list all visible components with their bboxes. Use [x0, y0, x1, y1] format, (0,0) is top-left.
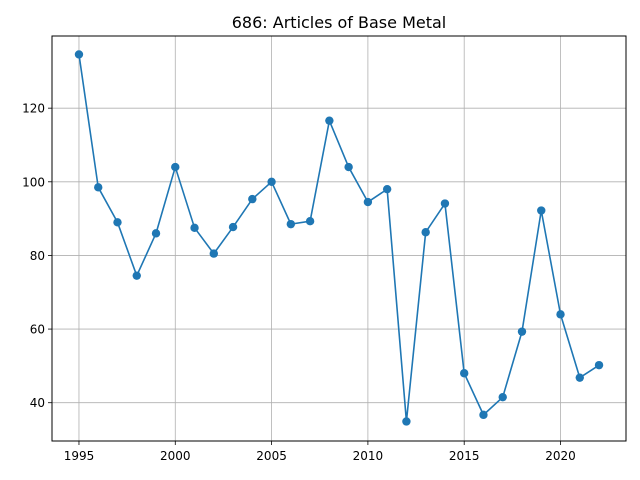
plot-frame: [51, 35, 627, 442]
data-point: [325, 116, 334, 125]
data-point: [382, 184, 392, 194]
data-point: [228, 222, 238, 232]
data-point: [594, 360, 604, 370]
data-point: [344, 162, 353, 172]
data-point: [267, 177, 276, 186]
grid-lines: [52, 36, 626, 441]
data-point: [363, 197, 373, 207]
axis-ticks: 1995 2000 2005 2010 2015 2020 40 60 80 100 120: [22, 102, 576, 463]
data-point: [151, 229, 161, 238]
data-point: [517, 327, 527, 336]
y-tick-label: 60: [30, 323, 45, 337]
data-point: [575, 373, 584, 382]
series-layer: [74, 50, 604, 426]
x-tick-label: 2000: [160, 449, 191, 463]
data-point: [305, 216, 315, 226]
data-point: [94, 183, 103, 192]
y-tick-label: 100: [22, 175, 45, 189]
x-tick-label: 2010: [353, 449, 384, 463]
y-tick-label: 120: [22, 102, 45, 116]
x-tick-label: 2005: [256, 449, 287, 463]
y-tick-label: 40: [30, 396, 45, 410]
data-point: [209, 249, 218, 258]
data-point: [537, 206, 546, 215]
data-point: [479, 410, 488, 420]
data-point: [421, 228, 430, 237]
data-point: [498, 392, 507, 402]
data-point: [286, 219, 296, 229]
data-point: [171, 162, 180, 172]
x-tick-label: 2020: [545, 449, 576, 463]
data-point: [556, 310, 565, 319]
data-point: [132, 271, 141, 280]
data-point: [402, 417, 411, 426]
y-tick-label: 80: [30, 249, 45, 263]
x-tick-label: 2015: [449, 449, 480, 463]
data-point: [113, 218, 122, 227]
series-line: [78, 54, 600, 423]
data-point: [74, 50, 84, 59]
data-point: [460, 369, 469, 378]
data-point: [440, 199, 450, 208]
data-point: [190, 223, 199, 233]
data-point: [248, 194, 257, 204]
chart-title: 686: Articles of Base Metal: [232, 13, 447, 32]
x-tick-label: 1995: [64, 449, 95, 463]
